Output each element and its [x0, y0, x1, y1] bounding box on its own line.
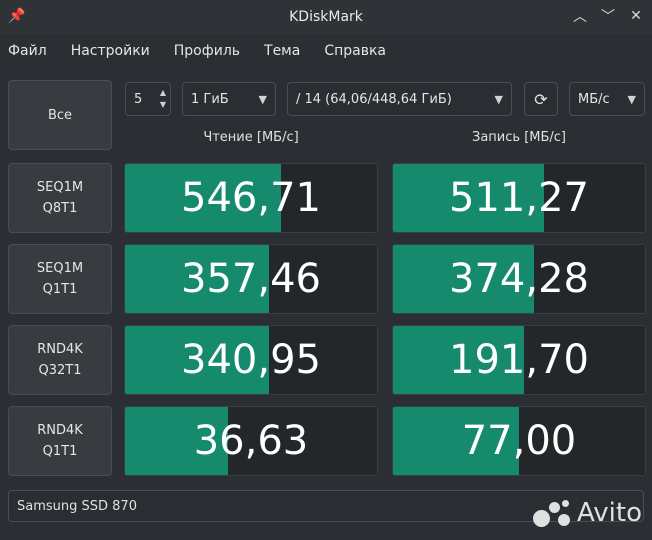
write-header: Запись [МБ/с] [472, 130, 566, 145]
test-name-label: RND4K [37, 342, 83, 357]
read-progress-fill [125, 326, 269, 394]
title-bar: 📌 KDiskMark ︿ ﹀ ✕ [0, 0, 652, 34]
chevron-down-icon: ▼ [494, 92, 503, 106]
unit-value: МБ/с [578, 91, 610, 107]
write-result-cell: 77,00 [392, 406, 646, 476]
write-value: 77,00 [461, 418, 577, 464]
maximize-icon[interactable]: ﹀ [601, 9, 615, 25]
test-name-label: SEQ1M [36, 180, 84, 195]
menu-theme[interactable]: Тема [264, 43, 301, 59]
menu-help[interactable]: Справка [324, 43, 387, 59]
refresh-icon: ⟳ [534, 89, 548, 109]
test-queue-label: Q32T1 [38, 363, 82, 378]
write-value: 511,27 [449, 175, 589, 221]
close-icon[interactable]: ✕ [630, 8, 642, 24]
chevron-down-icon: ▼ [627, 92, 636, 106]
read-value: 357,46 [181, 256, 321, 302]
unit-select[interactable]: МБ/с ▼ [569, 82, 645, 116]
pin-icon[interactable]: 📌 [8, 8, 26, 24]
write-result-cell: 374,28 [392, 244, 646, 314]
window-title: KDiskMark [289, 9, 363, 25]
size-select[interactable]: 1 ГиБ ▼ [182, 82, 276, 116]
read-progress-fill [125, 407, 229, 475]
avito-logo-icon [533, 498, 571, 528]
read-progress-fill [125, 245, 269, 313]
size-value: 1 ГиБ [191, 91, 229, 107]
read-progress-fill [125, 164, 282, 232]
test-queue-label: Q1T1 [42, 282, 78, 297]
write-progress-fill [393, 326, 525, 394]
write-value: 191,70 [449, 337, 589, 383]
drive-value: / 14 (64,06/448,64 ГиБ) [296, 91, 452, 107]
write-progress-fill [393, 407, 519, 475]
write-value: 374,28 [449, 256, 589, 302]
test-queue-label: Q1T1 [42, 444, 78, 459]
write-result-cell: 511,27 [392, 163, 646, 233]
avito-watermark-text: Avito [577, 498, 642, 528]
drive-select[interactable]: / 14 (64,06/448,64 ГиБ) ▼ [287, 82, 512, 116]
test-name-label: RND4K [37, 423, 83, 438]
menu-file[interactable]: Файл [8, 43, 47, 59]
write-progress-fill [393, 245, 535, 313]
test-button[interactable]: SEQ1M Q1T1 [8, 244, 112, 314]
test-queue-label: Q8T1 [42, 201, 78, 216]
read-header: Чтение [МБ/с] [203, 130, 299, 145]
test-name-label: SEQ1M [36, 261, 84, 276]
runs-value: 5 [134, 91, 143, 107]
test-button[interactable]: RND4K Q32T1 [8, 325, 112, 395]
avito-watermark: Avito [533, 498, 642, 528]
device-name: Samsung SSD 870 [17, 498, 137, 514]
test-button[interactable]: SEQ1M Q8T1 [8, 163, 112, 233]
menu-profile[interactable]: Профиль [173, 43, 241, 59]
run-all-button[interactable]: Все [8, 80, 112, 150]
chevron-down-icon: ▼ [258, 92, 267, 106]
test-button[interactable]: RND4K Q1T1 [8, 406, 112, 476]
refresh-button[interactable]: ⟳ [524, 82, 558, 116]
read-value: 340,95 [181, 337, 321, 383]
minimize-icon[interactable]: ︿ [573, 9, 587, 25]
read-result-cell: 546,71 [124, 163, 378, 233]
runs-spinbox[interactable]: 5 ▲ ▼ [125, 82, 171, 116]
menu-bar: Файл Настройки Профиль Тема Справка [0, 36, 652, 66]
menu-settings[interactable]: Настройки [70, 43, 150, 59]
read-result-cell: 357,46 [124, 244, 378, 314]
read-value: 36,63 [193, 418, 309, 464]
write-progress-fill [393, 164, 545, 232]
spin-arrows-icon[interactable]: ▲ ▼ [159, 88, 166, 109]
read-value: 546,71 [181, 175, 321, 221]
read-result-cell: 36,63 [124, 406, 378, 476]
read-result-cell: 340,95 [124, 325, 378, 395]
write-result-cell: 191,70 [392, 325, 646, 395]
